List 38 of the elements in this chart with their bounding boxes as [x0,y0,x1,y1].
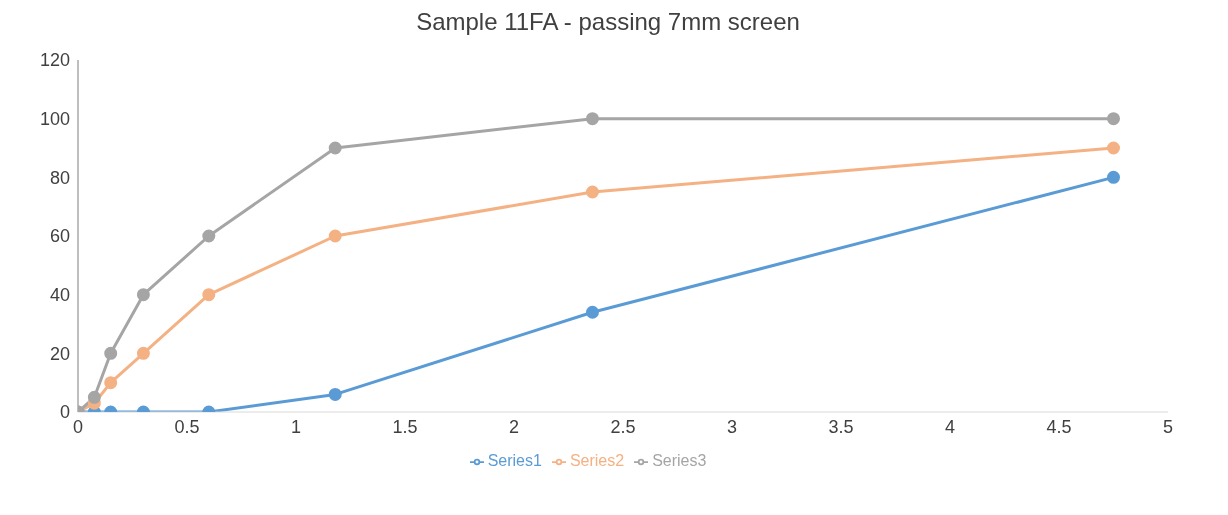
x-tick-label: 2.5 [610,416,636,437]
point [136,346,150,360]
y-tick-label: 0 [59,402,70,423]
x-tick-label: 3.5 [828,416,854,437]
x-tick-label: 4.5 [1046,416,1072,437]
x-tick-label: 0 [72,416,84,437]
point [87,390,101,404]
x-tick-label: 1 [290,416,302,437]
x-tick-label: 3 [726,416,738,437]
point [104,346,118,360]
chart-title: Sample 11FA - passing 7mm screen [415,8,801,36]
point [1107,112,1120,126]
y-tick-label: 60 [49,226,70,247]
point [328,229,342,243]
y-tick-label: 40 [49,285,70,306]
x-tick-label: 2 [508,416,520,437]
y-tick-label: 80 [49,167,70,188]
x-tick-label: 1.5 [392,416,418,437]
point [202,288,216,302]
x-tick-label: 4 [944,416,956,437]
legend-label: Series2 [569,452,625,469]
legend-label: Series1 [487,452,542,469]
point [202,229,216,243]
point [585,185,599,199]
x-tick-label: 0.5 [174,416,200,437]
point [328,141,342,155]
legend-label: Series3 [652,452,707,469]
point [1107,170,1120,184]
point [104,376,118,390]
point [328,387,342,401]
x-tick-label: 5 [1162,416,1174,437]
point [136,288,150,302]
y-tick-label: 100 [39,109,70,130]
point [585,112,599,126]
y-tick-label: 20 [49,343,70,364]
point [1107,141,1120,155]
y-tick-label: 120 [39,50,70,71]
point [585,305,599,319]
